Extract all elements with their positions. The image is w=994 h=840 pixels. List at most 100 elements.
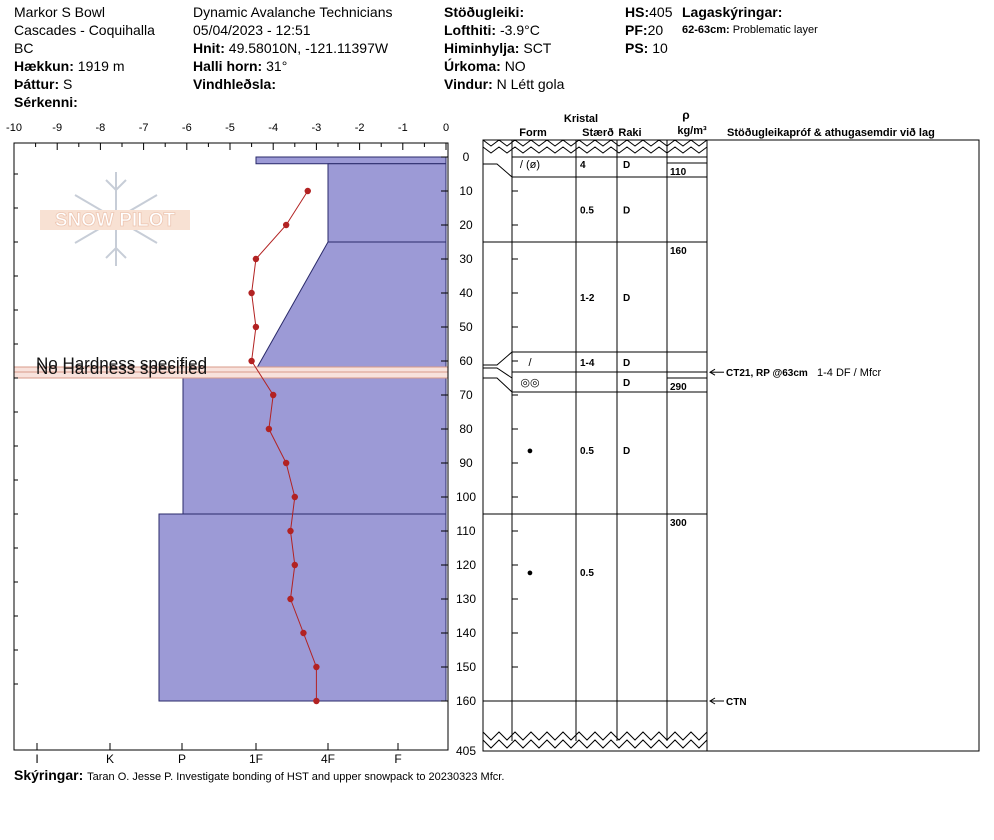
depth-tick-label: 130 — [456, 592, 476, 606]
crystal-size: 0.5 — [580, 568, 594, 579]
hs-label: HS: — [625, 4, 650, 20]
layer-legend-desc: Problematic layer — [732, 24, 818, 36]
depth-tick-label: 90 — [459, 456, 473, 470]
hardness-layer-4 — [182, 377, 447, 515]
depth-tick-label: 40 — [459, 286, 473, 300]
header-col1: Markor S Bowl Cascades - Coquihalla BC H… — [14, 3, 155, 111]
temperature-point — [291, 561, 298, 569]
coords-value: 49.58010N, -121.11397W — [228, 40, 389, 56]
depth-leader — [483, 367, 513, 379]
aspect-label: Þáttur: — [14, 76, 60, 92]
crystal-form: / (ø) — [520, 159, 540, 171]
range: Cascades - Coquihalla — [14, 22, 155, 38]
precip-value: NO — [504, 58, 526, 74]
crystal-moisture: D — [623, 446, 630, 457]
temp-tick-label: -6 — [182, 122, 192, 134]
test-detail: 1-4 DF / Mfcr — [817, 367, 882, 379]
hardness-tick-label: I — [35, 752, 38, 766]
test-arrowhead — [709, 368, 716, 376]
stability-tests: CT21, RP @63cm 1-4 DF / Mfcr CTN — [709, 367, 882, 708]
temp-tick-label: -9 — [52, 122, 62, 134]
temperature-point — [282, 221, 290, 229]
hardness-layer-1 — [327, 163, 447, 243]
temp-tick-label: -1 — [398, 122, 408, 134]
pf-value: 20 — [647, 22, 664, 38]
crystal-form: ● — [527, 567, 534, 579]
sky-label: Himinhylja: — [444, 40, 520, 56]
temp-tick-label: 0 — [443, 122, 449, 134]
depth-tick-label: 70 — [459, 388, 473, 402]
temperature-point — [265, 425, 273, 433]
location: Markor S Bowl — [14, 4, 106, 20]
layer-legend-title: Lagaskýringar: — [682, 4, 783, 20]
elevation-value: 1919 m — [77, 58, 125, 74]
depth-leader — [483, 377, 513, 393]
moisture-header: Raki — [618, 127, 641, 139]
hardness-tick-label: K — [106, 752, 114, 766]
test-arrowhead — [709, 697, 716, 705]
temperature-point — [270, 391, 277, 399]
density-value: 300 — [670, 518, 687, 529]
temp-tick-label: -7 — [139, 122, 149, 134]
hardness-layer-5 — [158, 513, 447, 702]
crystal-form: / — [528, 357, 532, 369]
temp-tick-label: -4 — [268, 122, 278, 134]
coords-label: Hnit: — [193, 40, 225, 56]
depth-tick-label: 30 — [459, 252, 473, 266]
temp-tick-label: -2 — [355, 122, 365, 134]
temperature-point — [248, 357, 255, 365]
crystal-form: ◎◎ — [520, 377, 539, 389]
elevation-label: Hækkun: — [14, 58, 74, 74]
test-label: CTN — [726, 697, 747, 708]
crystal-moisture: D — [623, 293, 630, 304]
temperature-point — [252, 255, 260, 263]
depth-axis: 0 10 20 30 40 50 60 70 80 90 100 110 120 130 140 150 160… — [14, 150, 518, 758]
crystal-header: Kristal — [564, 113, 598, 125]
depth-tick-label: 140 — [456, 626, 476, 640]
hardness-tick-label: 4F — [321, 752, 335, 766]
layer-legend-range: 62-63cm: — [682, 24, 730, 36]
temperature-point — [304, 187, 311, 195]
temperature-point — [252, 323, 260, 331]
wind-loading-label: Vindhleðsla: — [193, 76, 276, 92]
header-col2: Dynamic Avalanche Technicians 05/04/2023… — [193, 3, 393, 93]
ps-label: PS: — [625, 40, 649, 56]
temp-tick-label: -5 — [225, 122, 235, 134]
no-hardness-label-1: No Hardness specified — [36, 354, 207, 373]
temperature-line — [251, 190, 317, 701]
precip-label: Úrkoma: — [444, 58, 501, 74]
stability-label: Stöðugleiki: — [444, 4, 525, 20]
pf-label: PF: — [625, 22, 648, 38]
watermark-text: SNOW PILOT — [55, 210, 176, 231]
hardness-tick-label: F — [394, 752, 401, 766]
snowpack-break-zigzag — [482, 731, 708, 749]
size-header: Stærð — [582, 127, 614, 139]
specifics-label: Sérkenni: — [14, 94, 78, 110]
temperature-point — [287, 527, 294, 535]
depth-tick-label: 20 — [459, 218, 473, 232]
wind-value: N Létt gola — [496, 76, 565, 92]
crystal-size: 0.5 — [580, 446, 594, 457]
depth-tick-label: 50 — [459, 320, 473, 334]
temp-tick-label: -3 — [312, 122, 322, 134]
temperature-point — [300, 629, 307, 637]
hardness-profile — [158, 156, 447, 702]
slope-value: 31° — [266, 58, 288, 74]
depth-tick-label: 160 — [456, 694, 476, 708]
aspect-value: S — [63, 76, 73, 92]
header-col4: HS:405 PF:20 PS: 10 — [625, 3, 672, 57]
depth-leader — [483, 351, 513, 366]
crystal-moisture: D — [623, 160, 630, 171]
depth-tick-label: 0 — [463, 150, 470, 164]
no-hardness-label-2: No Hardness specified — [36, 359, 207, 378]
depth-tick-label: 150 — [456, 660, 476, 674]
temperature-point — [313, 697, 320, 705]
sky-value: SCT — [523, 40, 552, 56]
table-frame — [482, 139, 980, 752]
crystal-size: 4 — [580, 160, 586, 171]
crystal-size: 1-4 — [580, 358, 595, 369]
crystal-moisture: D — [623, 206, 630, 217]
tests-header: Stöðugleikapróf & athugasemdir við lag — [727, 127, 935, 139]
comments-value: Taran O. Jesse P. Investigate bonding of… — [87, 771, 505, 783]
organization: Dynamic Avalanche Technicians — [193, 4, 393, 20]
